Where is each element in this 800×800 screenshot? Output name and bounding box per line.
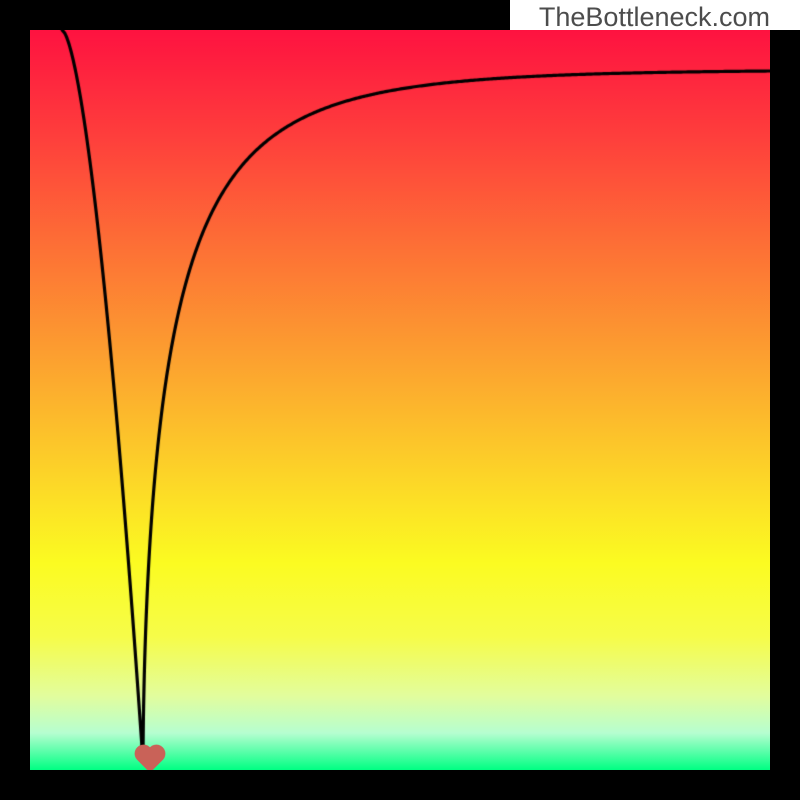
watermark-text: TheBottleneck.com [539,2,770,33]
plot-frame-right [770,30,800,800]
plot-frame-bottom [0,770,800,800]
bottleneck-curve [0,0,800,800]
chart-root: TheBottleneck.com [0,0,800,800]
plot-frame-left [0,0,30,800]
plot-frame-top [0,0,510,30]
